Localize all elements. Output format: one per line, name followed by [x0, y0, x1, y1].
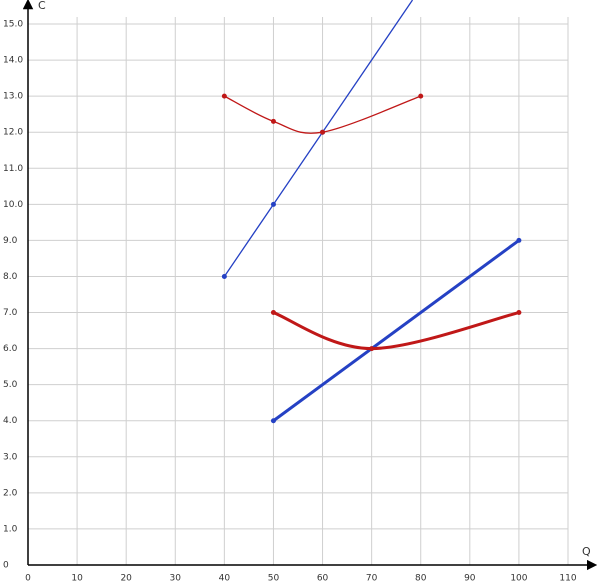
line-series: [224, 95, 421, 134]
y-tick-label: 15.0: [3, 20, 23, 30]
x-tick-label: 100: [510, 574, 527, 584]
x-tick-label: 50: [268, 574, 280, 584]
y-tick-label: 10.0: [3, 200, 23, 210]
x-tick-label: 90: [464, 574, 476, 584]
x-tick-label: 80: [415, 574, 427, 584]
data-point: [418, 93, 424, 99]
y-tick-label: 14.0: [3, 56, 23, 66]
data-point: [516, 237, 522, 243]
y-tick-label: 5.0: [3, 380, 18, 390]
data-point: [369, 346, 375, 352]
y-tick-label: 11.0: [3, 164, 23, 174]
y-tick-label: 4.0: [3, 416, 18, 426]
y-tick-label: 6.0: [3, 344, 18, 354]
y-tick-label: 7.0: [3, 308, 18, 318]
y-tick-label: 12.0: [3, 128, 23, 138]
x-tick-label: 10: [71, 574, 83, 584]
line-extension: [322, 0, 414, 133]
y-tick-label: 9.0: [3, 236, 18, 246]
x-tick-label: 20: [120, 574, 132, 584]
grid: [27, 17, 569, 566]
y-tick-label: 13.0: [3, 92, 23, 102]
x-tick-label: 110: [559, 574, 576, 584]
data-point: [221, 93, 227, 99]
data-point: [270, 201, 276, 207]
y-tick-label: 0: [3, 561, 9, 571]
x-axis-label: Q: [582, 545, 591, 558]
y-tick-label: 1.0: [3, 524, 18, 534]
x-tick-label: 0: [25, 574, 31, 584]
line-series: [272, 239, 520, 422]
y-tick-label: 2.0: [3, 488, 18, 498]
data-point: [221, 273, 227, 279]
x-tick-label: 70: [366, 574, 378, 584]
plot: [221, 0, 522, 424]
x-tick-label: 30: [170, 574, 182, 584]
data-point: [270, 118, 276, 124]
x-tick-label: 60: [317, 574, 329, 584]
data-point: [320, 129, 326, 135]
x-tick-label: 40: [219, 574, 231, 584]
data-point: [516, 310, 522, 316]
data-point: [270, 310, 276, 316]
y-tick-label: 8.0: [3, 272, 18, 282]
data-point: [270, 418, 276, 424]
y-axis-label: C: [38, 0, 46, 12]
y-tick-label: 3.0: [3, 452, 18, 462]
